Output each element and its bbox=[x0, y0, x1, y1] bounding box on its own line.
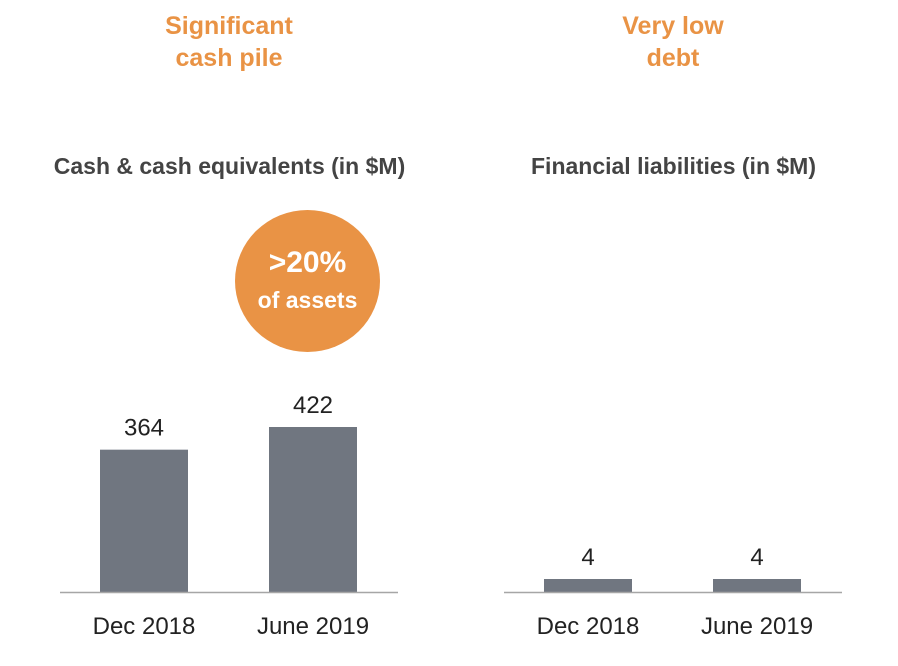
bar-cash-1 bbox=[269, 427, 357, 592]
tick-label-liabilities-0: Dec 2018 bbox=[537, 613, 640, 640]
headline-debt: Very low debt bbox=[553, 10, 793, 74]
chart-title-cash: Cash & cash equivalents (in $M) bbox=[53, 153, 406, 179]
data-label-cash-1: 422 bbox=[293, 392, 333, 419]
data-label-cash-0: 364 bbox=[124, 415, 164, 442]
data-label-liabilities-1: 4 bbox=[750, 544, 763, 571]
assets-badge: >20% of assets bbox=[235, 210, 380, 352]
headline-cash: Significant cash pile bbox=[109, 10, 349, 74]
bar-cash-0 bbox=[100, 449, 188, 592]
data-label-liabilities-0: 4 bbox=[581, 544, 594, 571]
tick-label-cash-1: June 2019 bbox=[257, 613, 369, 640]
chart-title-liabilities: Financial liabilities (in $M) bbox=[531, 153, 816, 179]
badge-percentage: >20% bbox=[268, 246, 347, 279]
bar-liabilities-1 bbox=[713, 579, 801, 592]
headline-cash-line2: cash pile bbox=[175, 44, 283, 72]
headline-debt-line1: Very low bbox=[622, 12, 724, 40]
badge-caption: of assets bbox=[257, 287, 358, 313]
headline-cash-line1: Significant bbox=[165, 12, 293, 40]
bar-liabilities-0 bbox=[544, 579, 632, 592]
tick-label-liabilities-1: June 2019 bbox=[701, 613, 813, 640]
tick-label-cash-0: Dec 2018 bbox=[93, 613, 196, 640]
headline-debt-line2: debt bbox=[646, 44, 700, 72]
